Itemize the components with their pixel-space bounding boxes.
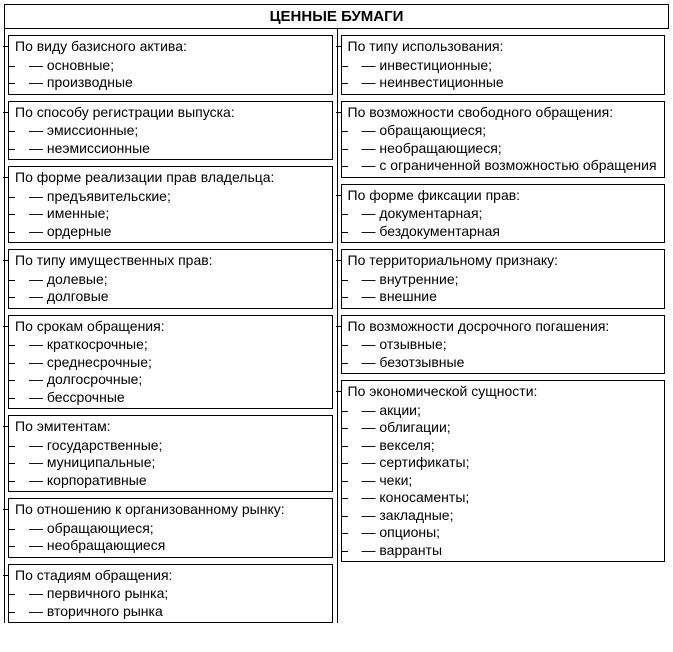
group-heading: По территориальному признаку: [348, 252, 659, 271]
group-heading: По стадиям обращения: [15, 567, 326, 586]
classification-group: По типу использования:инвестиционные;неи… [341, 35, 666, 95]
list-item: муниципальные; [29, 454, 326, 472]
list-item: обращающиеся; [29, 520, 326, 538]
group-items: первичного рынка;вторичного рынка [15, 585, 326, 620]
classification-group: По экономической сущности:акции;облигаци… [341, 380, 666, 562]
group-heading: По форме фиксации прав: [348, 187, 659, 206]
group-heading: По срокам обращения: [15, 318, 326, 337]
list-item: государственные; [29, 437, 326, 455]
classification-group: По возможности свободного обращения:обра… [341, 101, 666, 178]
group-items: государственные;муниципальные;корпоратив… [15, 437, 326, 490]
classification-group: По отношению к организованному рынку:обр… [8, 498, 333, 558]
list-item: долгосрочные; [29, 371, 326, 389]
group-items: обращающиеся;необращающиеся;с ограниченн… [348, 122, 659, 175]
right-column: По типу использования:инвестиционные;неи… [337, 29, 670, 623]
group-items: отзывные;безотзывные [348, 336, 659, 371]
classification-group: По стадиям обращения:первичного рынка;вт… [8, 564, 333, 624]
classification-group: По форме реализации прав владельца:предъ… [8, 166, 333, 243]
group-items: документарная;бездокументарная [348, 205, 659, 240]
list-item: облигации; [362, 419, 659, 437]
group-heading: По виду базисного актива: [15, 38, 326, 57]
group-items: обращающиеся;необращающиеся [15, 520, 326, 555]
list-item: коносаменты; [362, 489, 659, 507]
list-item: основные; [29, 57, 326, 75]
group-heading: По способу регистрации выпуска: [15, 104, 326, 123]
list-item: бессрочные [29, 389, 326, 407]
group-items: краткосрочные;среднесрочные;долгосрочные… [15, 336, 326, 406]
group-items: эмиссионные;неэмиссионные [15, 122, 326, 157]
left-column: По виду базисного актива:основные;произв… [4, 29, 337, 623]
group-heading: По типу использования: [348, 38, 659, 57]
classification-group: По форме фиксации прав:документарная;без… [341, 184, 666, 244]
group-items: инвестиционные;неинвестиционные [348, 57, 659, 92]
list-item: вторичного рынка [29, 603, 326, 621]
classification-group: По типу имущественных прав:долевые;долго… [8, 249, 333, 309]
list-item: отзывные; [362, 336, 659, 354]
group-heading: По возможности досрочного погашения: [348, 318, 659, 337]
list-item: акции; [362, 402, 659, 420]
list-item: неинвестиционные [362, 74, 659, 92]
list-item: именные; [29, 205, 326, 223]
classification-group: По способу регистрации выпуска:эмиссионн… [8, 101, 333, 161]
list-item: сертификаты; [362, 454, 659, 472]
classification-group: По виду базисного актива:основные;произв… [8, 35, 333, 95]
group-heading: По форме реализации прав владельца: [15, 169, 326, 188]
list-item: необращающиеся [29, 537, 326, 555]
diagram-title: ЦЕННЫЕ БУМАГИ [4, 4, 669, 29]
list-item: документарная; [362, 205, 659, 223]
list-item: первичного рынка; [29, 585, 326, 603]
list-item: внутренние; [362, 271, 659, 289]
classification-group: По эмитентам:государственные;муниципальн… [8, 415, 333, 492]
list-item: инвестиционные; [362, 57, 659, 75]
group-heading: По типу имущественных прав: [15, 252, 326, 271]
list-item: варранты [362, 542, 659, 560]
list-item: безотзывные [362, 354, 659, 372]
list-item: краткосрочные; [29, 336, 326, 354]
list-item: бездокументарная [362, 223, 659, 241]
list-item: чеки; [362, 472, 659, 490]
classification-group: По территориальному признаку:внутренние;… [341, 249, 666, 309]
list-item: неэмиссионные [29, 140, 326, 158]
classification-group: По срокам обращения:краткосрочные;средне… [8, 315, 333, 410]
list-item: ордерные [29, 223, 326, 241]
group-heading: По эмитентам: [15, 418, 326, 437]
list-item: закладные; [362, 507, 659, 525]
list-item: среднесрочные; [29, 354, 326, 372]
list-item: необращающиеся; [362, 140, 659, 158]
group-items: акции;облигации;векселя;сертификаты;чеки… [348, 402, 659, 560]
list-item: производные [29, 74, 326, 92]
list-item: опционы; [362, 524, 659, 542]
group-items: долевые;долговые [15, 271, 326, 306]
list-item: долговые [29, 288, 326, 306]
columns-container: По виду базисного актива:основные;произв… [4, 29, 669, 623]
group-items: предъявительские;именные;ордерные [15, 188, 326, 241]
list-item: с ограниченной возмож­ностью обращения [362, 157, 659, 175]
group-items: внутренние;внешние [348, 271, 659, 306]
group-heading: По отношению к организованному рынку: [15, 501, 326, 520]
list-item: векселя; [362, 437, 659, 455]
list-item: обращающиеся; [362, 122, 659, 140]
list-item: долевые; [29, 271, 326, 289]
group-items: основные;производные [15, 57, 326, 92]
group-heading: По экономической сущности: [348, 383, 659, 402]
list-item: внешние [362, 288, 659, 306]
list-item: предъявительские; [29, 188, 326, 206]
group-heading: По возможности свободного обращения: [348, 104, 659, 123]
list-item: корпоративные [29, 472, 326, 490]
list-item: эмиссионные; [29, 122, 326, 140]
classification-group: По возможности досрочного погашения:отзы… [341, 315, 666, 375]
